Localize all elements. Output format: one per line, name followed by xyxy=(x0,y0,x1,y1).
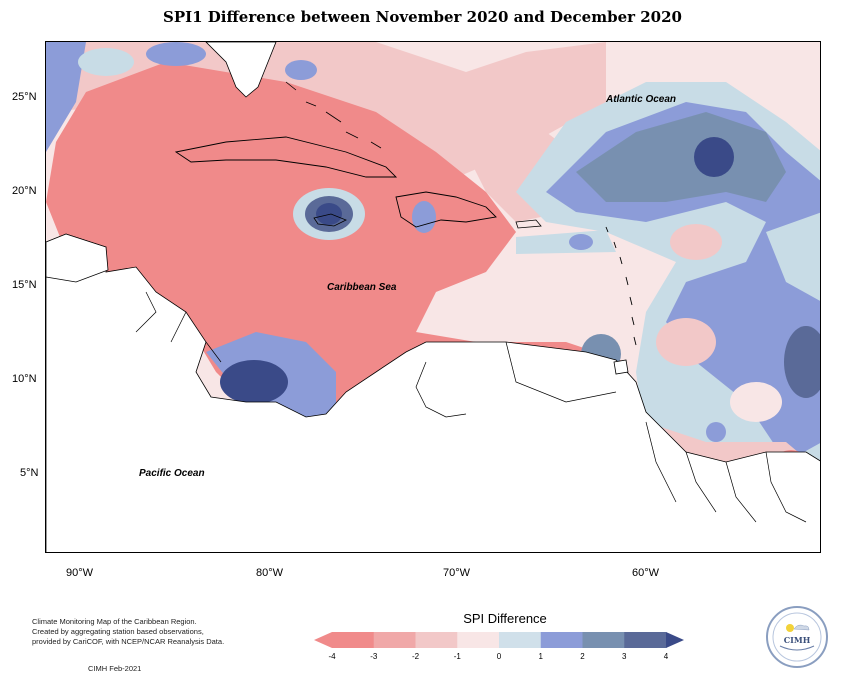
islands-bahamas xyxy=(285,81,382,149)
island-hispaniola xyxy=(395,191,497,228)
legend-swatch xyxy=(499,632,542,648)
island-jamaica xyxy=(313,213,347,227)
shade-light-blue-leeward xyxy=(516,230,616,254)
island-puerto-rico xyxy=(515,219,542,229)
legend-tick-label: 2 xyxy=(580,652,585,661)
label-caribbean-sea: Caribbean Sea xyxy=(327,282,397,293)
legend-tick-label: 3 xyxy=(622,652,627,661)
legend-tick-label: -3 xyxy=(370,652,378,661)
cimh-logo: CIMH xyxy=(766,606,828,668)
land-central-south-america xyxy=(46,233,820,552)
lat-tick-25: 25°N xyxy=(12,91,37,103)
shade-blue-n1 xyxy=(146,42,206,66)
shade-light-blue-east xyxy=(766,212,820,301)
logo-emblem-icon xyxy=(772,612,822,662)
shade-hispaniola-blue xyxy=(412,201,436,233)
map-panel: Atlantic Ocean Caribbean Sea Pacific Oce… xyxy=(45,41,821,553)
legend-swatch xyxy=(373,632,416,648)
shade-blue-n2 xyxy=(285,60,317,80)
legend-tick-label: -4 xyxy=(328,652,336,661)
spi-map xyxy=(46,42,820,552)
shade-dark-east xyxy=(784,326,820,398)
lat-tick-20: 20°N xyxy=(12,185,37,197)
country-borders xyxy=(135,291,807,523)
logo-text: CIMH xyxy=(783,635,811,645)
island-trinidad xyxy=(613,359,629,375)
legend-title: SPI Difference xyxy=(463,611,547,626)
legend-arrow-right xyxy=(666,632,684,648)
shade-steel-atlantic xyxy=(576,112,786,202)
label-pacific-ocean: Pacific Ocean xyxy=(139,468,205,479)
shade-pink-atlantic-3 xyxy=(670,224,722,260)
islands-lesser-antilles xyxy=(605,226,637,346)
legend-tick-label: 4 xyxy=(663,652,669,661)
legend-tick-label: -1 xyxy=(453,652,461,661)
shade-dark-panama xyxy=(220,360,288,404)
lat-tick-10: 10°N xyxy=(12,373,37,385)
lat-tick-5: 5°N xyxy=(20,467,39,479)
footer-credit: CIMH Feb-2021 xyxy=(88,664,142,673)
shade-pink-atlantic-1 xyxy=(656,318,716,366)
label-atlantic-ocean: Atlantic Ocean xyxy=(606,94,677,105)
footer-line-1: Climate Monitoring Map of the Caribbean … xyxy=(32,617,197,626)
legend-tick-label: -2 xyxy=(411,652,420,661)
map-title: SPI1 Difference between November 2020 an… xyxy=(162,8,682,26)
island-cuba xyxy=(174,136,398,178)
legend-swatch xyxy=(540,632,583,648)
lat-tick-15: 15°N xyxy=(12,279,37,291)
shade-pink-atlantic-2 xyxy=(730,382,782,422)
shade-blue-nw xyxy=(46,42,86,152)
lon-tick-80: 80°W xyxy=(256,567,284,579)
land-yucatan xyxy=(46,233,109,283)
legend-colorbar xyxy=(314,632,684,648)
legend-swatch xyxy=(457,632,500,648)
shade-jamaica-core xyxy=(316,203,342,225)
legend-tick-label: 1 xyxy=(538,652,543,661)
land-florida xyxy=(205,42,277,98)
legend-arrow-left xyxy=(314,632,332,648)
legend-tick-label: 0 xyxy=(496,652,502,661)
legend-swatch xyxy=(415,632,458,648)
footer-line-2: Created by aggregating station based obs… xyxy=(32,627,204,636)
shade-blue-leeward xyxy=(569,234,593,250)
shade-light-blue-nw xyxy=(78,48,134,76)
lon-tick-60: 60°W xyxy=(632,567,660,579)
shade-blue-small xyxy=(706,422,726,442)
footer-line-3: provided by CariCOF, with NCEP/NCAR Rean… xyxy=(32,637,225,646)
shade-dark-atlantic-core xyxy=(694,137,734,177)
legend-swatch xyxy=(624,632,667,648)
legend-swatch xyxy=(582,632,625,648)
lon-tick-90: 90°W xyxy=(66,567,94,579)
shade-red-caribbean xyxy=(46,62,626,422)
legend-swatch xyxy=(332,632,375,648)
lon-tick-70: 70°W xyxy=(443,567,471,579)
